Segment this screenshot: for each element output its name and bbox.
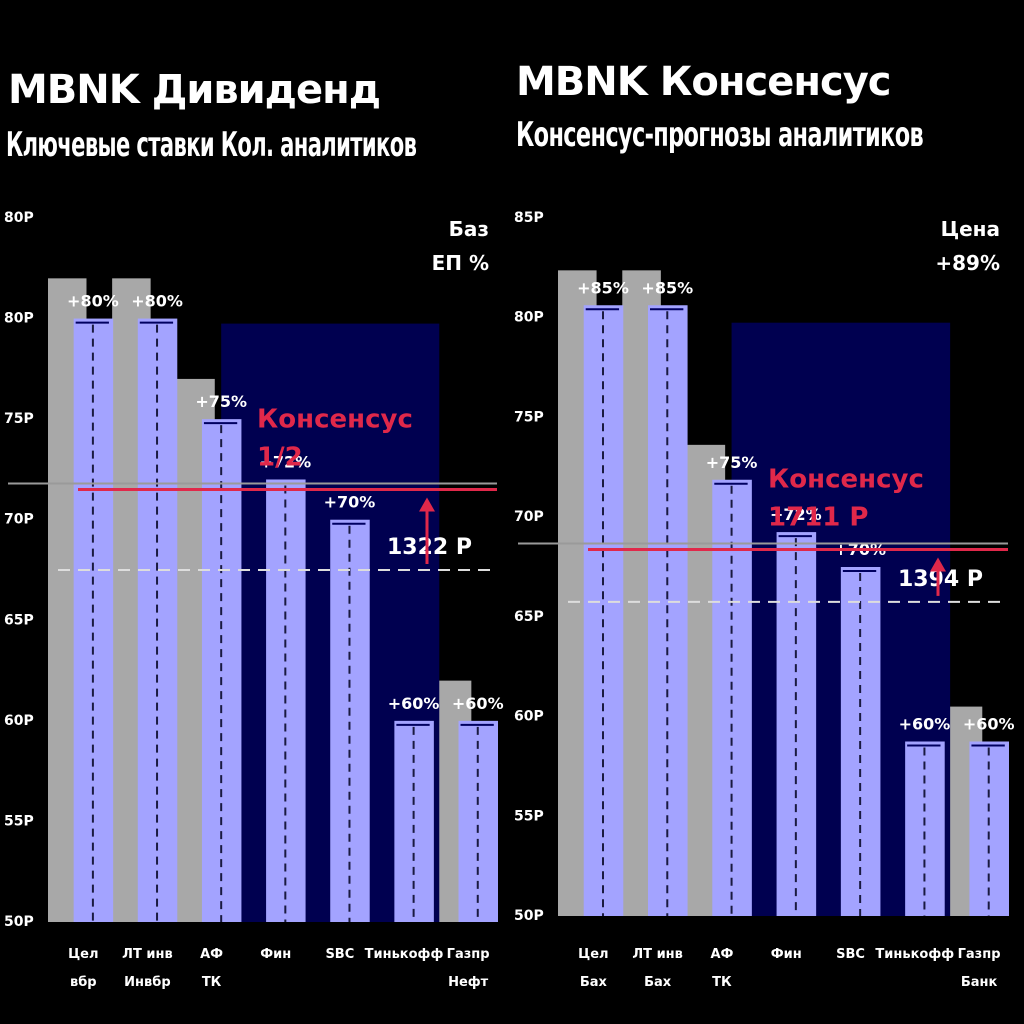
left-category-label: АФ — [200, 947, 223, 962]
right-consensus-value: 1711 Р — [768, 503, 868, 533]
right-value-label: +75% — [706, 453, 758, 472]
right-value-label: +85% — [641, 278, 693, 297]
left-category-label: SBC — [325, 947, 354, 962]
right-y-tick-label: 60P — [514, 709, 544, 725]
right-bar — [969, 741, 1009, 916]
left-value-label: +75% — [195, 392, 247, 411]
right-category-label: Газпр — [958, 947, 1001, 962]
right-category-label: Цел — [578, 947, 608, 962]
left-y-tick-label: 50P — [4, 914, 34, 930]
left-consensus-label: Консенсус — [257, 405, 413, 435]
left-category-label: Фин — [260, 947, 291, 962]
left-bar — [330, 519, 370, 922]
right-category-label: SBC — [836, 947, 865, 962]
left-category-label: Цел — [68, 947, 98, 962]
right-y-tick-label: 80P — [514, 310, 544, 326]
right-value-label: +60% — [963, 715, 1015, 734]
right-category-label-line2: Бах — [644, 975, 672, 990]
left-target-arrow-head — [419, 497, 435, 512]
right-legend-line: +89% — [935, 251, 1000, 275]
left-value-label: +70% — [324, 493, 376, 512]
left-category-label-line2: ТК — [202, 975, 222, 990]
right-y-tick-label: 75P — [514, 409, 544, 425]
left-bar — [394, 720, 434, 922]
right-value-label: +85% — [577, 278, 629, 297]
right-category-label-line2: Банк — [961, 975, 998, 990]
right-category-label: Тинькофф — [875, 947, 954, 962]
right-category-label-line2: Бах — [580, 975, 608, 990]
left-value-label: +80% — [67, 292, 119, 311]
right-target-arrow-head — [930, 557, 946, 572]
right-category-label-line2: ТК — [712, 975, 732, 990]
left-bar — [458, 720, 498, 922]
left-category-label-line2: вбр — [70, 975, 97, 990]
left-y-tick-label: 75P — [4, 411, 34, 427]
right-chart-subtitle: Консенсус-прогнозы аналитиков — [516, 115, 924, 155]
right-value-label: +72% — [770, 505, 822, 524]
right-chart-title: MBNK Консенсус — [516, 59, 891, 105]
left-y-tick-label: 80P — [4, 210, 34, 226]
right-legend-line: Цена — [941, 217, 1000, 241]
left-y-tick-label: 80P — [4, 311, 34, 327]
left-category-label-line2: Инвбр — [124, 975, 170, 990]
left-value-label: +72% — [259, 452, 311, 471]
right-y-tick-label: 70P — [514, 509, 544, 525]
right-bar — [905, 741, 945, 916]
right-category-label: АФ — [710, 947, 733, 962]
left-target-label: 1322 Р — [387, 535, 472, 560]
left-value-label: +80% — [131, 292, 183, 311]
right-category-label: ЛТ инв — [632, 947, 683, 962]
right-value-label: +60% — [899, 715, 951, 734]
left-value-label: +60% — [452, 694, 504, 713]
left-value-label: +60% — [388, 694, 440, 713]
right-category-label: Фин — [771, 947, 802, 962]
left-category-label: ЛТ инв — [122, 947, 173, 962]
right-y-tick-label: 85P — [514, 210, 544, 226]
left-consensus-value: 1/2 — [257, 443, 303, 473]
left-category-label-line2: Нефт — [448, 975, 489, 990]
right-consensus-label: Консенсус — [768, 465, 924, 495]
left-category-label: Тинькофф — [365, 947, 444, 962]
right-y-tick-label: 50P — [514, 908, 544, 924]
left-y-tick-label: 70P — [4, 512, 34, 528]
left-legend-line: Баз — [449, 217, 489, 241]
left-chart-subtitle: Ключевые ставки Кол. аналитиков — [6, 125, 417, 165]
left-chart-title: MBNK Дивиденд — [8, 67, 381, 113]
right-y-tick-label: 55P — [514, 808, 544, 824]
left-category-label: Газпр — [447, 947, 490, 962]
left-y-tick-label: 60P — [4, 713, 34, 729]
left-y-tick-label: 65P — [4, 612, 34, 628]
left-legend-line: ЕП % — [432, 251, 489, 275]
left-y-tick-label: 55P — [4, 813, 34, 829]
right-y-tick-label: 65P — [514, 609, 544, 625]
